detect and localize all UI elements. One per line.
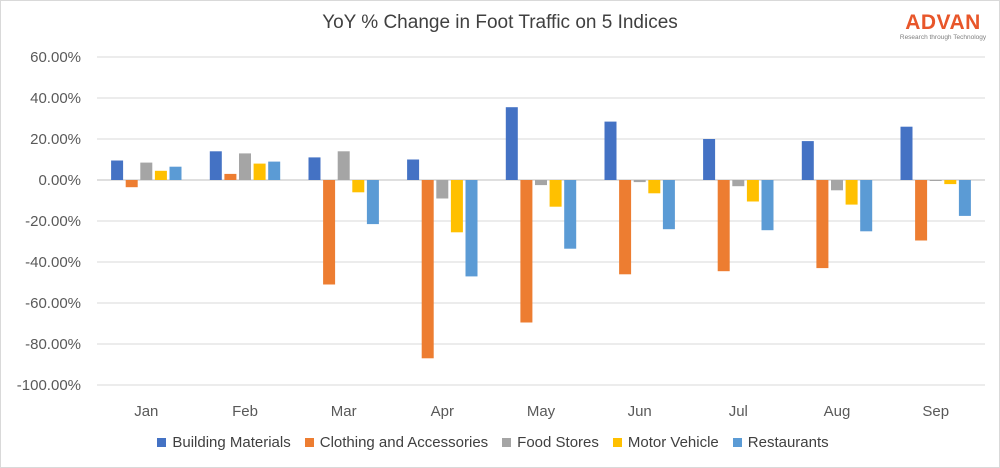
legend-swatch <box>732 438 742 447</box>
x-tick-label: Feb <box>232 403 258 420</box>
bar <box>253 163 266 180</box>
bar <box>366 180 379 225</box>
legend-item: Food Stores <box>502 434 599 451</box>
y-tick-label: -40.00% <box>25 254 81 271</box>
bar <box>801 141 814 180</box>
bar <box>958 180 971 216</box>
bar <box>169 166 182 180</box>
x-tick-label: Jan <box>134 403 158 420</box>
bar <box>465 180 478 277</box>
bar <box>337 151 350 180</box>
bar <box>648 180 661 194</box>
legend-label: Building Materials <box>172 434 291 451</box>
bar <box>845 180 858 205</box>
bar <box>323 180 336 285</box>
bar <box>154 170 167 180</box>
bar <box>633 180 646 183</box>
bar <box>929 180 942 181</box>
bar <box>604 121 617 180</box>
bar <box>564 180 577 249</box>
bar <box>831 180 843 191</box>
x-tick-label: Jun <box>628 403 652 420</box>
bar <box>436 180 449 199</box>
x-tick-label: Mar <box>331 403 357 420</box>
bar <box>450 180 463 233</box>
bar <box>239 153 251 180</box>
chart-legend: Building Materials Clothing and Accessori… <box>0 434 1000 451</box>
bar <box>860 180 873 232</box>
bar <box>662 180 675 230</box>
bar <box>407 159 420 180</box>
logo-tagline: Research through Technology <box>899 34 987 41</box>
advan-logo: ADVAN Research through Technology <box>893 12 993 42</box>
logo-wordmark: ADVAN <box>905 11 981 34</box>
legend-label: Clothing and Accessories <box>319 434 489 451</box>
legend-item: Building Materials <box>157 434 291 451</box>
x-tick-label: Aug <box>824 403 851 420</box>
y-tick-label: -80.00% <box>25 336 81 353</box>
y-tick-label: -100.00% <box>17 377 81 394</box>
bar <box>125 180 138 188</box>
bar <box>209 151 222 180</box>
bar <box>619 180 632 275</box>
bar <box>505 107 518 180</box>
bar <box>900 126 913 180</box>
y-tick-label: 60.00% <box>30 49 81 66</box>
bar <box>268 161 281 180</box>
bar <box>224 173 237 180</box>
legend-label: Restaurants <box>747 434 829 451</box>
legend-swatch <box>157 438 167 447</box>
x-tick-label: May <box>527 403 556 420</box>
legend-swatch <box>304 438 314 447</box>
bar <box>732 180 745 187</box>
bar <box>111 160 124 180</box>
legend-label: Motor Vehicle <box>627 434 719 451</box>
bar <box>535 180 547 186</box>
legend-swatch <box>612 438 622 447</box>
bar <box>915 180 928 241</box>
bar <box>549 180 562 207</box>
x-tick-label: Jul <box>729 403 748 420</box>
bar <box>717 180 730 272</box>
x-tick-label: Apr <box>431 403 454 420</box>
bar <box>140 162 153 180</box>
bar <box>703 139 716 180</box>
legend-swatch <box>502 438 512 447</box>
bar <box>352 180 365 193</box>
x-tick-label: Sep <box>922 403 949 420</box>
bar <box>746 180 759 202</box>
legend-item: Clothing and Accessories <box>304 434 489 451</box>
legend-label: Food Stores <box>517 434 599 451</box>
y-tick-label: 20.00% <box>30 131 81 148</box>
bar <box>308 157 321 180</box>
legend-item: Restaurants <box>732 434 829 451</box>
legend-item: Motor Vehicle <box>612 434 719 451</box>
y-tick-label: 40.00% <box>30 90 81 107</box>
y-tick-label: 0.00% <box>38 172 81 189</box>
bar <box>761 180 774 231</box>
y-tick-label: -20.00% <box>25 213 81 230</box>
y-tick-label: -60.00% <box>25 295 81 312</box>
bar <box>816 180 829 269</box>
chart-title: YoY % Change in Foot Traffic on 5 Indice… <box>322 12 678 33</box>
bar <box>421 180 434 359</box>
bar <box>944 180 957 185</box>
bar <box>520 180 533 323</box>
